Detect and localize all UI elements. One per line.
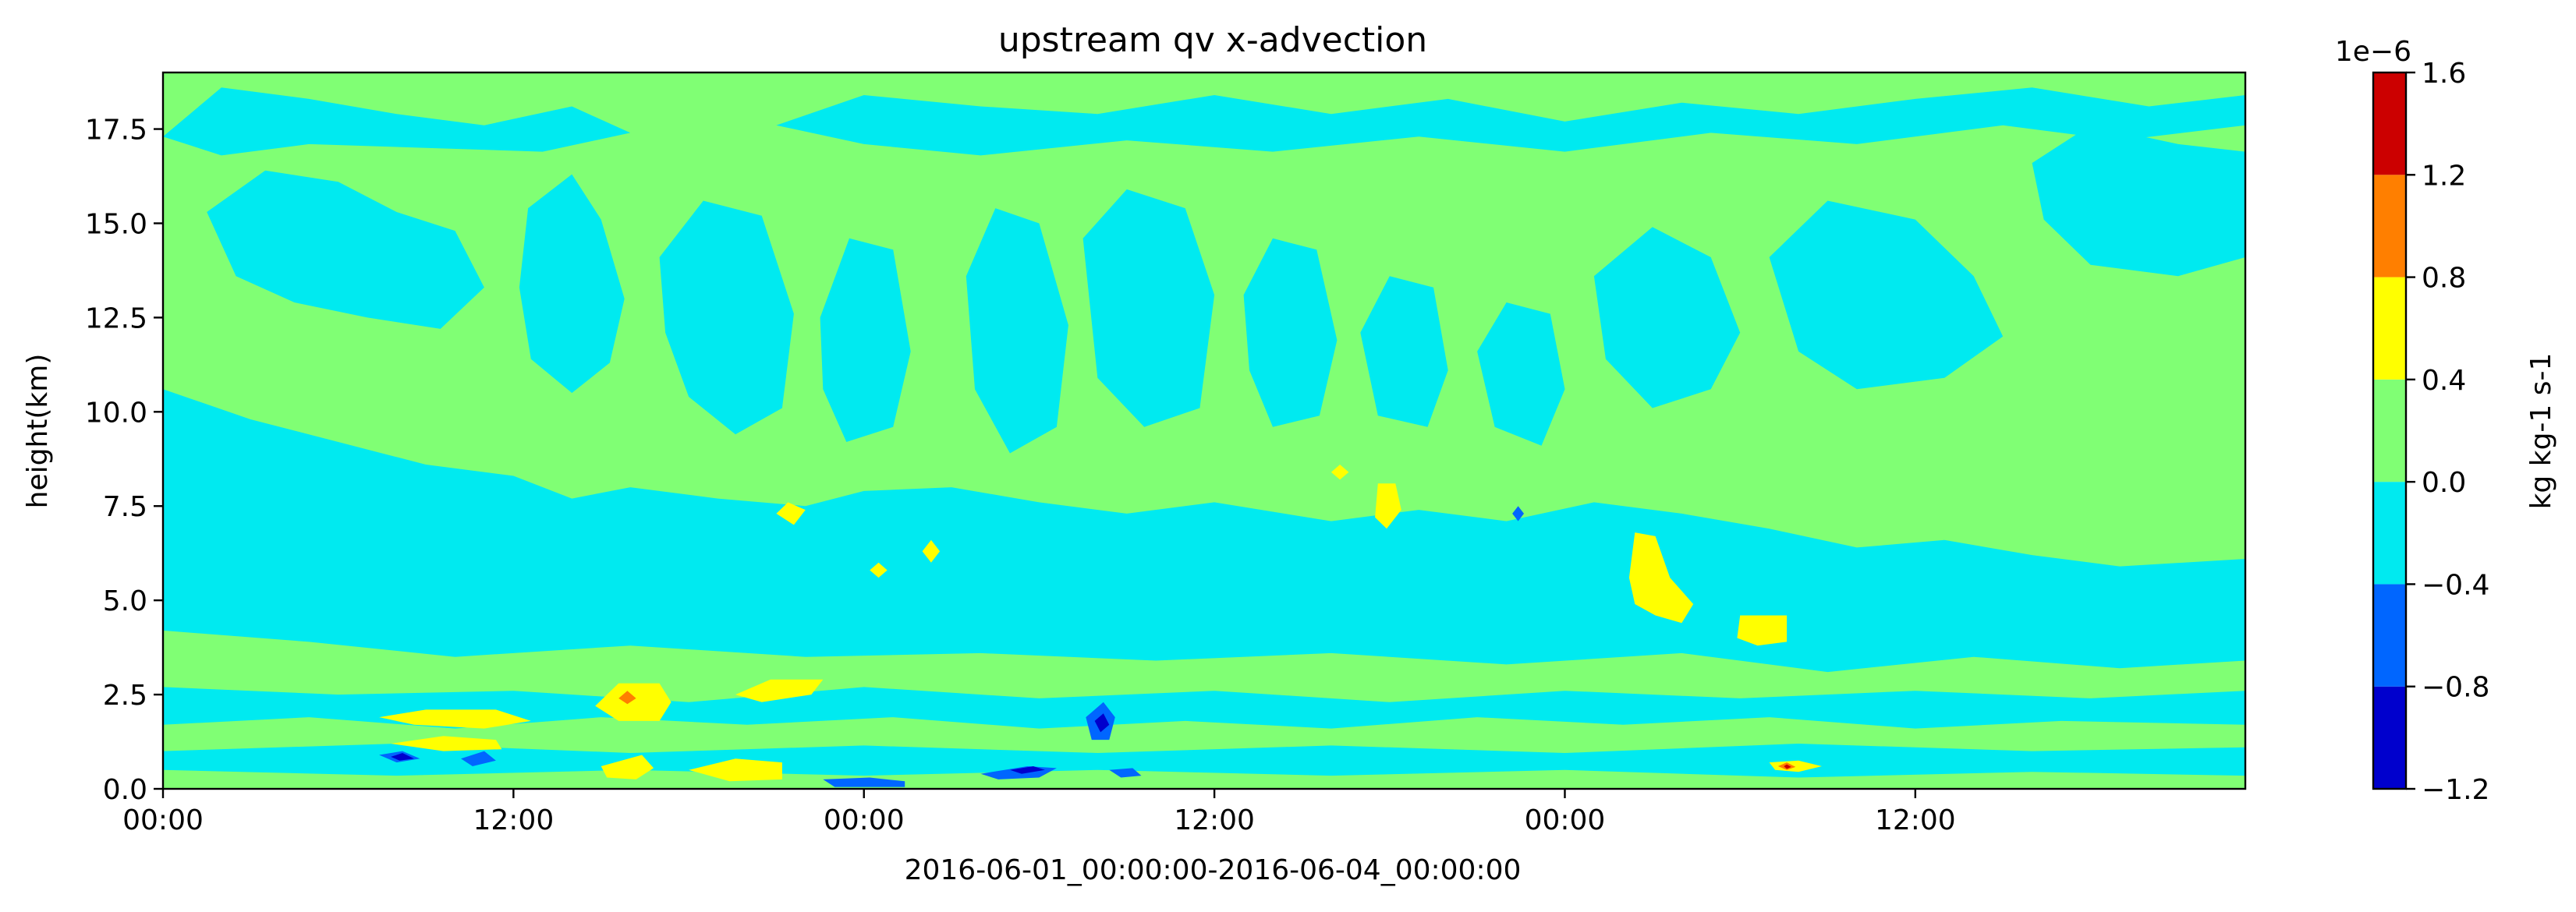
x-tick-label: 00:00 <box>824 804 905 836</box>
contour-region-9 <box>1477 302 1565 446</box>
contour-region-17 <box>595 683 671 721</box>
contour-region-23 <box>776 502 806 525</box>
x-tick-label: 00:00 <box>1525 804 1606 836</box>
x-tick-label: 12:00 <box>473 804 554 836</box>
contour-region-24 <box>922 539 941 563</box>
contour-region-39 <box>1010 766 1045 774</box>
contour-region-20 <box>391 736 502 751</box>
contour-region-7 <box>1243 238 1338 427</box>
contour-region-4 <box>820 238 911 442</box>
x-tick-label: 00:00 <box>122 804 204 836</box>
x-axis-label: 2016-06-01_00:00:00-2016-06-04_00:00:00 <box>905 854 1522 886</box>
contour-region-37 <box>1512 506 1524 521</box>
contour-region-13 <box>163 87 631 156</box>
contour-region-36 <box>1109 768 1142 778</box>
colorbar-segment <box>2373 72 2406 175</box>
colorbar-tick-label: 1.6 <box>2422 58 2466 90</box>
y-tick-label: 17.5 <box>85 115 147 147</box>
contour-region-29 <box>1737 615 1788 646</box>
contour-region-12 <box>2032 125 2245 277</box>
plot-frame <box>161 71 2247 790</box>
y-tick-label: 0.0 <box>103 774 147 806</box>
contour-region-3 <box>659 200 794 435</box>
y-tick-label: 12.5 <box>85 302 147 334</box>
x-tick-label: 12:00 <box>1174 804 1255 836</box>
contour-region-27 <box>1375 483 1401 529</box>
contour-region-18 <box>735 679 824 702</box>
colorbar-tick-label: −1.2 <box>2422 774 2489 806</box>
contour-region-40 <box>391 753 414 761</box>
y-axis: 0.0 2.5 5.0 7.5 10.0 12.5 15.0 17.5 <box>85 115 163 806</box>
contour-region-8 <box>1360 276 1448 427</box>
y-tick-label: 10.0 <box>85 397 147 429</box>
colorbar-ticks: −1.2 −0.8 −0.4 0.0 0.4 0.8 1.2 1.6 <box>2406 58 2489 806</box>
contour-region-21 <box>601 755 654 779</box>
colorbar-segment <box>2373 379 2406 483</box>
colorbar-segment <box>2373 175 2406 277</box>
contour-region-0 <box>163 389 2245 673</box>
contour-region-14 <box>776 87 2245 156</box>
contour-region-2 <box>519 174 625 394</box>
contour-region-28 <box>1628 532 1694 624</box>
x-tick-label: 12:00 <box>1875 804 1956 836</box>
colorbar-tick-label: −0.4 <box>2422 569 2489 601</box>
contour-region-1 <box>207 170 484 329</box>
contour-region-33 <box>461 751 496 766</box>
contour-region-38 <box>1094 713 1110 733</box>
colorbar-label: kg kg-1 s-1 <box>2525 353 2557 510</box>
colorbar-segment <box>2373 584 2406 687</box>
contour-region-16 <box>163 717 2245 753</box>
contour-region-41 <box>618 691 636 705</box>
colorbar-segment <box>2373 277 2406 380</box>
y-tick-label: 5.0 <box>103 585 147 617</box>
y-tick-label: 15.0 <box>85 208 147 240</box>
colorbar-tick-label: 1.2 <box>2422 160 2466 192</box>
colorbar-frame <box>2372 71 2408 790</box>
colorbar-tick-label: −0.8 <box>2422 672 2489 704</box>
colorbar-tick-label: 0.0 <box>2422 467 2466 499</box>
contour-region-30 <box>1769 760 1822 772</box>
contour-region-25 <box>870 562 888 578</box>
contour-region-11 <box>1769 200 2004 390</box>
contour-region-10 <box>1593 227 1741 408</box>
colorbar-segment <box>2373 686 2406 789</box>
contour-region-43 <box>1784 764 1791 769</box>
colorbar-tick-label: 0.4 <box>2422 365 2466 397</box>
plot-area <box>163 72 2245 789</box>
contour-regions <box>163 87 2245 787</box>
y-tick-label: 7.5 <box>103 491 147 523</box>
contour-region-6 <box>1082 189 1215 427</box>
contour-region-26 <box>1331 465 1349 480</box>
chart-title: upstream qv x-advection <box>998 20 1427 60</box>
plot-background <box>163 72 2245 789</box>
contour-region-22 <box>689 758 782 782</box>
y-axis-label: height(km) <box>22 354 54 509</box>
x-axis: 00:00 12:00 00:00 12:00 00:00 12:00 <box>122 789 1956 836</box>
colorbar-segment <box>2373 482 2406 585</box>
contour-region-19 <box>379 709 531 729</box>
colorbar-tick-label: 0.8 <box>2422 263 2466 295</box>
colorbar <box>2373 72 2406 789</box>
y-tick-label: 2.5 <box>103 680 147 712</box>
contour-region-5 <box>966 208 1068 454</box>
colorbar-offset-text: 1e−6 <box>2335 36 2411 68</box>
contour-region-34 <box>823 777 905 787</box>
